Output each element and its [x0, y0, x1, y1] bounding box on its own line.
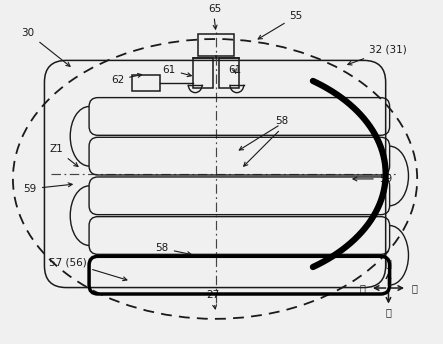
Text: 62: 62 — [111, 74, 142, 85]
Bar — [193, 58, 213, 88]
Text: 58: 58 — [155, 243, 191, 256]
Text: 61: 61 — [163, 65, 191, 77]
Text: 32 (31): 32 (31) — [348, 45, 407, 65]
Text: Z1: Z1 — [50, 144, 78, 166]
Text: 右: 右 — [412, 283, 418, 293]
Text: 57 (56): 57 (56) — [50, 257, 127, 281]
Text: 下: 下 — [385, 308, 392, 318]
Text: 30: 30 — [22, 28, 70, 66]
Bar — [198, 34, 234, 56]
Text: 上: 上 — [385, 259, 392, 269]
Text: 58: 58 — [276, 116, 289, 126]
Bar — [132, 75, 159, 91]
Text: 65: 65 — [208, 4, 222, 14]
Text: 59: 59 — [353, 174, 392, 184]
Text: 59: 59 — [23, 183, 72, 194]
Text: 左: 左 — [359, 283, 365, 293]
Text: 61: 61 — [228, 65, 241, 75]
Text: 27: 27 — [206, 290, 219, 309]
Bar — [219, 58, 239, 88]
Text: 55: 55 — [258, 11, 303, 39]
